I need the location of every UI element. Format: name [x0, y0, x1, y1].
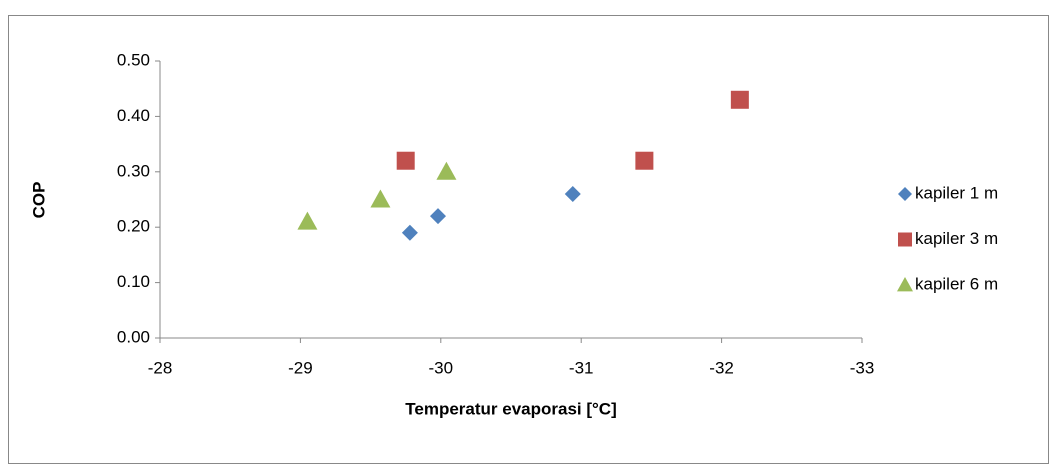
- marker: [430, 208, 446, 224]
- x-tick-label: -28: [148, 358, 173, 377]
- marker: [397, 152, 415, 170]
- x-tick-label: -30: [429, 358, 454, 377]
- y-tick-label: 0.00: [117, 327, 150, 346]
- marker: [297, 212, 317, 230]
- y-tick-label: 0.20: [117, 217, 150, 236]
- legend-label: kapiler 1 m: [915, 183, 998, 202]
- marker: [565, 186, 581, 202]
- y-tick-label: 0.30: [117, 161, 150, 180]
- marker: [731, 91, 749, 109]
- x-tick-label: -29: [288, 358, 313, 377]
- legend-label: kapiler 3 m: [915, 229, 998, 248]
- legend-marker: [897, 277, 913, 291]
- x-tick-label: -32: [709, 358, 734, 377]
- marker: [402, 225, 418, 241]
- y-axis-title: COP: [29, 182, 48, 219]
- legend-label: kapiler 6 m: [915, 274, 998, 293]
- marker: [436, 162, 456, 180]
- marker: [635, 152, 653, 170]
- chart-frame: [9, 16, 1049, 464]
- chart: Temperatur evaporasi [°C] COP 0.00 0.10 0.…: [0, 0, 1055, 465]
- y-tick-label: 0.50: [117, 50, 150, 69]
- x-tick-label: -31: [569, 358, 594, 377]
- legend-marker: [898, 187, 912, 201]
- marker: [370, 190, 390, 208]
- legend-marker: [898, 233, 912, 247]
- y-tick-label: 0.40: [117, 106, 150, 125]
- x-tick-label: -33: [850, 358, 875, 377]
- x-axis-title: Temperatur evaporasi [°C]: [405, 399, 617, 418]
- y-tick-label: 0.10: [117, 272, 150, 291]
